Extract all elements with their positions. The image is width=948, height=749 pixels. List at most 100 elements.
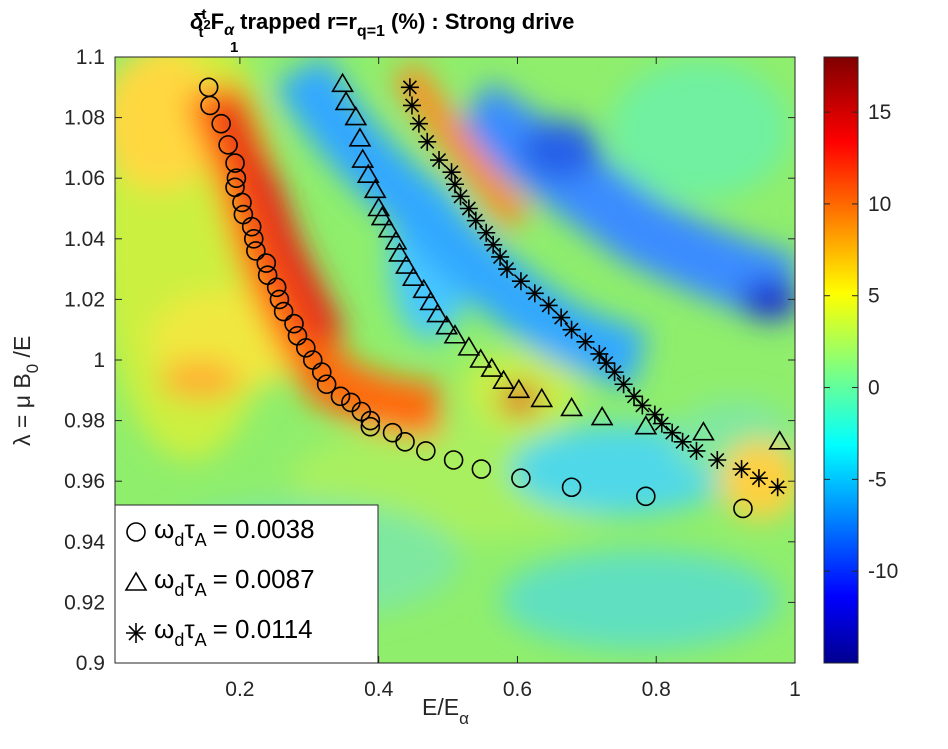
data-point-triangle (348, 127, 372, 147)
data-point-asterisk (749, 469, 768, 488)
data-point-triangle (590, 405, 614, 426)
legend-entry-1: ωdτA = 0.0038 (126, 514, 315, 550)
data-point-circle (395, 432, 415, 452)
data-point-triangle (363, 178, 387, 199)
data-point-asterisk (430, 151, 449, 170)
data-point-triangle (377, 218, 401, 238)
y-tick-label: 1.04 (64, 228, 105, 251)
data-point-triangle (530, 387, 554, 408)
data-point-triangle (457, 336, 481, 356)
legend-box (114, 504, 379, 664)
data-point-triangle (395, 254, 418, 274)
legend-triangle-marker (124, 571, 148, 591)
heat-region (500, 385, 540, 415)
data-point-asterisk (525, 284, 544, 303)
legend-circle-marker (126, 522, 146, 542)
title-subscript: 1 (230, 39, 238, 56)
legend-asterisk-marker (126, 623, 146, 643)
series-layer (198, 72, 792, 519)
data-point-circle (211, 113, 231, 134)
data-point-circle (226, 168, 247, 188)
y-tick-label: 1.06 (64, 167, 105, 190)
data-point-asterisk (605, 363, 624, 382)
data-point-triangle (419, 290, 443, 311)
y-axis-label: λ = μ B0 /E (9, 336, 42, 446)
y-tick-label: 0.9 (76, 652, 105, 675)
data-point-circle (360, 410, 381, 431)
data-point-circle (284, 313, 304, 334)
data-point-circle (511, 468, 531, 488)
y-tick-label: 0.92 (64, 591, 105, 614)
data-point-triangle (560, 396, 583, 417)
data-point-asterisk (539, 296, 558, 315)
data-point-triangle (412, 278, 436, 299)
data-point-asterisk (673, 432, 692, 451)
data-point-circle (316, 374, 337, 395)
data-point-asterisk (477, 223, 496, 242)
colorbar-gradient (823, 56, 859, 664)
data-point-circle (296, 338, 316, 358)
series-2 (331, 72, 792, 450)
y-tick-label: 1.08 (64, 107, 105, 130)
legend-label-2: ωdτA = 0.0087 (154, 564, 315, 600)
x-tick-label: 0.2 (225, 678, 254, 701)
data-point-asterisk (442, 163, 461, 182)
heat-region (500, 550, 780, 650)
legend-entry-2: ωdτA = 0.0087 (124, 564, 315, 600)
data-point-asterisk (484, 235, 503, 254)
hot-band (213, 93, 346, 348)
data-point-asterisk (418, 132, 437, 151)
x-tick-label: 0.4 (364, 678, 394, 701)
data-point-circle (269, 289, 290, 310)
data-point-triangle (435, 315, 459, 335)
data-point-triangle (492, 369, 515, 390)
data-point-asterisk (708, 450, 727, 469)
data-point-circle (241, 216, 262, 237)
x-axis-label: E/Eα (422, 694, 469, 728)
data-point-circle (256, 253, 277, 273)
colorbar-tick-label: 15 (868, 101, 891, 124)
data-point-asterisk (409, 114, 428, 133)
data-point-asterisk (576, 332, 595, 351)
data-point-circle (733, 498, 753, 519)
data-point-circle (273, 301, 294, 322)
data-point-asterisk (597, 354, 616, 373)
data-point-circle (561, 477, 582, 498)
data-point-circle (218, 135, 238, 155)
data-point-asterisk (652, 414, 671, 433)
data-point-circle (266, 277, 287, 298)
data-point-asterisk (552, 308, 571, 327)
colorbar-tick-label: 10 (868, 193, 891, 216)
data-point-triangle (370, 206, 394, 226)
colorbar: 15 10 5 0 -5 -10 (823, 56, 898, 664)
series-1 (198, 77, 753, 519)
data-point-circle (243, 229, 264, 249)
data-point-asterisk (459, 199, 478, 218)
data-point-triangle (401, 266, 425, 286)
data-point-asterisk (614, 375, 633, 394)
data-point-circle (416, 441, 436, 461)
heat-region (740, 280, 795, 320)
data-point-triangle (334, 90, 358, 111)
data-point-asterisk (590, 344, 609, 363)
data-point-asterisk (645, 405, 664, 424)
colorbar-tick-label: -5 (868, 468, 887, 491)
x-tick-label: 0.6 (503, 678, 532, 701)
series-3 (400, 78, 787, 497)
data-point-triangle (356, 163, 380, 183)
y-tick-label: 1 (93, 349, 105, 372)
data-point-triangle (507, 378, 531, 399)
data-point-triangle (469, 348, 493, 368)
data-point-asterisk (562, 320, 581, 339)
data-point-asterisk (687, 441, 706, 460)
data-point-circle (471, 459, 492, 479)
data-point-asterisk (451, 187, 470, 206)
legend-entry-3: ωdτA = 0.0114 (126, 614, 313, 650)
cold-band (273, 57, 648, 390)
data-point-asterisk (633, 396, 652, 415)
y-axis: 0.9 0.92 0.94 0.96 0.98 1 1.02 1.04 1.06 1.08 1.1 (64, 46, 795, 675)
data-point-asterisk (732, 460, 751, 479)
data-point-circle (225, 153, 245, 173)
data-point-asterisk (663, 423, 682, 442)
